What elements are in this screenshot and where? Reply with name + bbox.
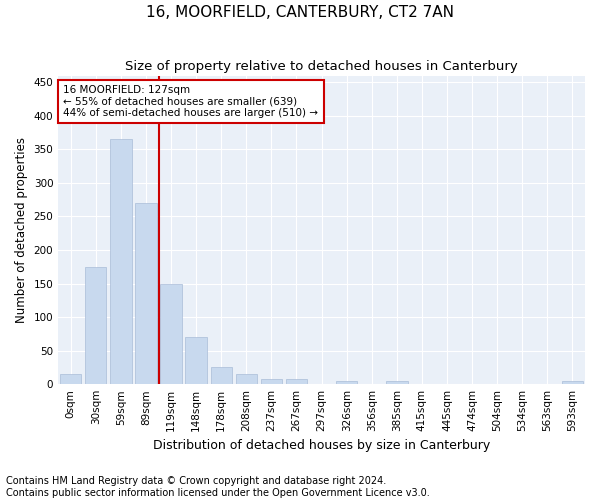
Bar — [286, 379, 307, 384]
Bar — [160, 284, 182, 384]
Bar — [110, 140, 131, 384]
Bar — [386, 381, 407, 384]
Y-axis label: Number of detached properties: Number of detached properties — [15, 137, 28, 323]
Text: 16, MOORFIELD, CANTERBURY, CT2 7AN: 16, MOORFIELD, CANTERBURY, CT2 7AN — [146, 5, 454, 20]
Bar — [236, 374, 257, 384]
Bar — [562, 381, 583, 384]
Bar — [136, 203, 157, 384]
Title: Size of property relative to detached houses in Canterbury: Size of property relative to detached ho… — [125, 60, 518, 73]
Bar — [185, 337, 207, 384]
X-axis label: Distribution of detached houses by size in Canterbury: Distribution of detached houses by size … — [153, 440, 490, 452]
Bar — [261, 379, 282, 384]
Text: Contains HM Land Registry data © Crown copyright and database right 2024.
Contai: Contains HM Land Registry data © Crown c… — [6, 476, 430, 498]
Bar — [211, 368, 232, 384]
Bar — [60, 374, 82, 384]
Bar — [336, 381, 358, 384]
Bar — [85, 267, 106, 384]
Text: 16 MOORFIELD: 127sqm
← 55% of detached houses are smaller (639)
44% of semi-deta: 16 MOORFIELD: 127sqm ← 55% of detached h… — [64, 85, 319, 118]
